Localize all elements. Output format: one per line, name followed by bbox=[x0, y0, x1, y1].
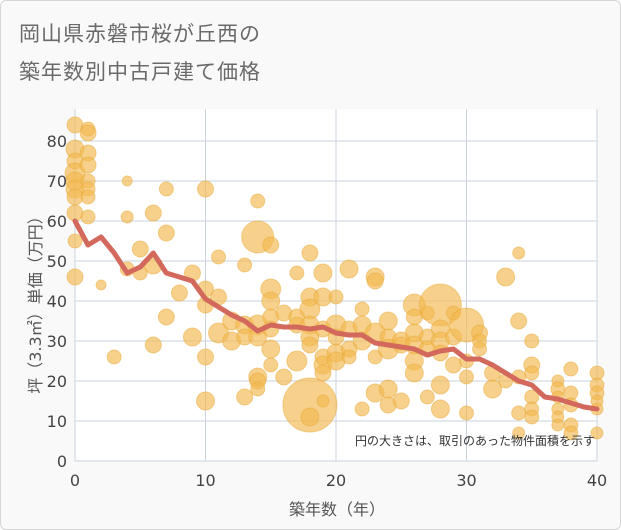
bubble-point bbox=[354, 301, 370, 317]
bubble-point bbox=[236, 388, 254, 406]
bubble-point bbox=[512, 426, 526, 440]
bubble-point bbox=[378, 379, 398, 399]
bubble-point bbox=[182, 327, 202, 347]
bubble-point bbox=[261, 339, 281, 359]
bubble-point bbox=[524, 365, 540, 381]
bubble-point bbox=[328, 289, 344, 305]
bubble-point bbox=[419, 389, 435, 405]
bubble-point bbox=[79, 156, 97, 174]
bubble-point bbox=[95, 279, 107, 291]
size-note: 円の大きさは、取引のあった物件面積を示す bbox=[355, 433, 595, 448]
bubble-point bbox=[282, 377, 338, 433]
bubble-point bbox=[392, 392, 410, 410]
bubble-point bbox=[131, 240, 149, 258]
bubble-point bbox=[80, 209, 96, 225]
chart-title-line-2: 築年数別中古戸建て価格 bbox=[19, 60, 261, 84]
bubble-point bbox=[430, 399, 450, 419]
bubble-point bbox=[300, 407, 320, 427]
bubble-point bbox=[196, 391, 215, 411]
bubble-point bbox=[354, 401, 370, 417]
bubble-point bbox=[250, 193, 266, 209]
y-tick-label: 30 bbox=[47, 332, 67, 351]
bubble-point bbox=[275, 368, 293, 386]
bubble-point bbox=[261, 291, 281, 311]
bubble-point bbox=[341, 349, 357, 365]
bubble-point bbox=[250, 381, 266, 397]
bubble-point bbox=[301, 244, 319, 262]
x-tick-label: 0 bbox=[70, 471, 80, 490]
bubble-point bbox=[511, 405, 527, 421]
bubble-point bbox=[121, 175, 133, 187]
bubble-point bbox=[80, 189, 96, 205]
average-price-line bbox=[72, 218, 600, 412]
bubble-point bbox=[444, 356, 462, 374]
bubble-point bbox=[237, 257, 253, 273]
chart-title: 岡山県赤磐市桜が丘西の 築年数別中古戸建て価格 bbox=[19, 15, 261, 91]
bubble-point bbox=[197, 180, 214, 198]
bubble-point bbox=[157, 308, 175, 326]
y-tick-label: 40 bbox=[47, 292, 67, 311]
bubble-point bbox=[120, 210, 134, 224]
chart-title-line-1: 岡山県赤磐市桜が丘西の bbox=[19, 22, 261, 46]
x-tick-label: 30 bbox=[456, 471, 476, 490]
bubble-point bbox=[483, 379, 503, 399]
bubble-point bbox=[510, 312, 528, 330]
bubble-series bbox=[64, 116, 605, 441]
bubble-point bbox=[459, 405, 474, 421]
y-tick-label: 50 bbox=[47, 252, 67, 271]
x-tick-label: 40 bbox=[587, 471, 607, 490]
axes: 0 10 20 30 40 50 60 70 80 0 10 20 30 40 bbox=[47, 132, 608, 490]
y-tick-label: 60 bbox=[47, 212, 67, 231]
x-tick-label: 20 bbox=[326, 471, 346, 490]
bubble-point bbox=[289, 265, 305, 281]
x-axis-title: 築年数（年） bbox=[289, 500, 385, 519]
bubble-point bbox=[67, 233, 83, 249]
bubble-point bbox=[472, 341, 488, 357]
y-tick-label: 0 bbox=[57, 452, 67, 471]
bubble-point bbox=[301, 336, 319, 354]
bubble-point bbox=[430, 375, 450, 395]
trend-line-series bbox=[72, 218, 600, 412]
bubble-point bbox=[313, 263, 333, 283]
y-tick-label: 20 bbox=[47, 372, 67, 391]
bubble-point bbox=[106, 349, 122, 365]
y-tick-label: 70 bbox=[47, 172, 67, 191]
bubble-point bbox=[170, 284, 188, 302]
y-tick-label: 80 bbox=[47, 132, 67, 151]
bubble-point bbox=[378, 311, 398, 331]
bubble-point bbox=[551, 418, 565, 432]
y-axis-title: 坪（3.3㎡）単価（万円） bbox=[26, 208, 45, 393]
bubble-point bbox=[563, 425, 579, 441]
bubble-point bbox=[157, 224, 175, 242]
bubble-point bbox=[197, 348, 214, 366]
bubble-point bbox=[524, 409, 540, 425]
bubble-point bbox=[144, 204, 162, 222]
bubble-point bbox=[459, 369, 474, 385]
bubble-point bbox=[79, 124, 97, 142]
x-tick-label: 10 bbox=[195, 471, 215, 490]
bubble-point bbox=[144, 336, 162, 354]
bubble-point bbox=[339, 259, 359, 279]
bubble-point bbox=[524, 333, 540, 349]
bubble-point bbox=[211, 249, 227, 265]
bubble-point bbox=[262, 236, 280, 254]
bubble-point bbox=[590, 426, 604, 440]
bubble-point bbox=[158, 181, 174, 197]
bubble-point bbox=[263, 357, 279, 373]
bubble-point bbox=[563, 361, 579, 377]
bubble-point bbox=[496, 267, 516, 287]
bubble-point bbox=[314, 364, 332, 382]
bubble-point bbox=[66, 268, 84, 286]
bubble-point bbox=[316, 394, 330, 408]
bubble-point bbox=[286, 350, 308, 372]
bubble-point bbox=[512, 246, 526, 260]
bubble-point bbox=[366, 272, 384, 290]
y-tick-label: 10 bbox=[47, 412, 67, 431]
bubble-point bbox=[404, 363, 424, 383]
